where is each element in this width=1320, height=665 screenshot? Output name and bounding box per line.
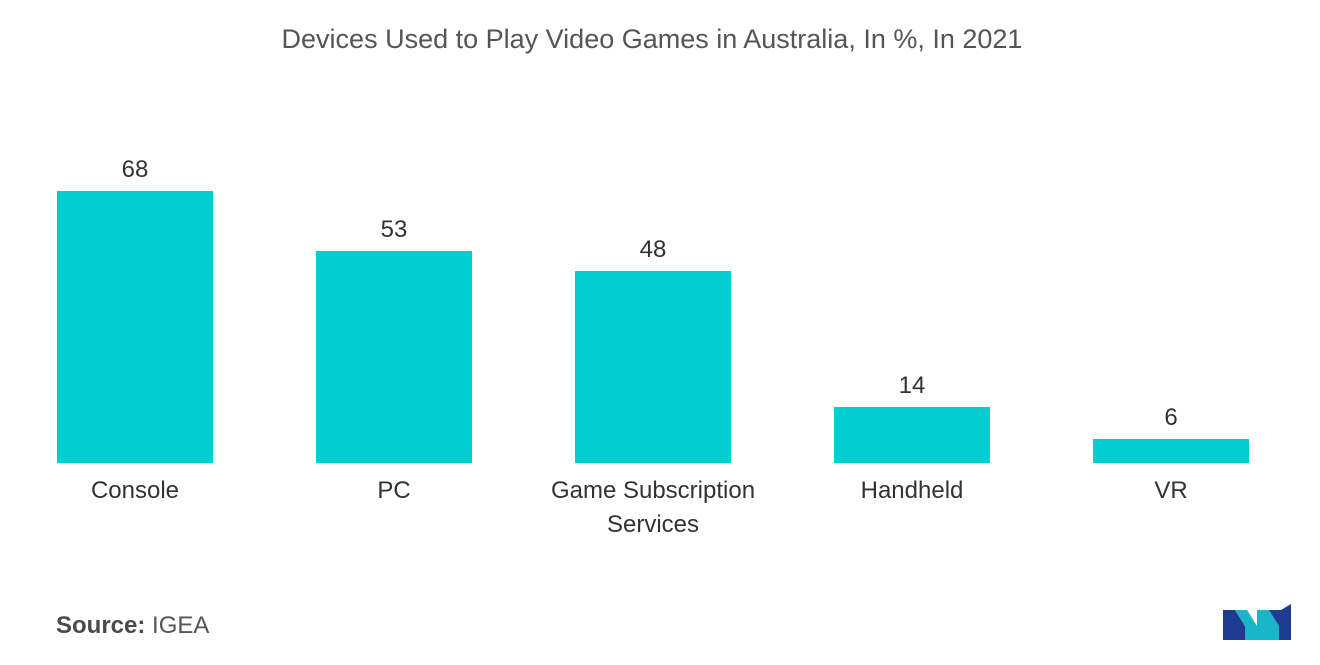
- x-tick-label: Handheld: [861, 477, 964, 504]
- source-note: Source: IGEA: [56, 612, 209, 640]
- bar-chart: 68 Console 53 PC 48 Game Subscription Services…: [57, 156, 1249, 538]
- data-label: 68: [122, 156, 149, 183]
- bar-game-subscription-services: [575, 271, 731, 463]
- data-label: 14: [899, 372, 926, 399]
- bar-console: [57, 191, 213, 463]
- x-tick-label: Console: [91, 477, 179, 504]
- bar-pc: [316, 251, 472, 463]
- x-tick-label: Services: [607, 511, 699, 538]
- x-tick-label: VR: [1154, 477, 1187, 504]
- data-label: 6: [1164, 404, 1177, 431]
- source-value: IGEA: [152, 612, 210, 639]
- bar-handheld: [834, 407, 990, 463]
- brand-logo-icon: [1223, 604, 1291, 640]
- source-label: Source:: [56, 612, 146, 639]
- chart-title: Devices Used to Play Video Games in Aust…: [281, 24, 1023, 54]
- x-tick-label: PC: [377, 477, 410, 504]
- bar-vr: [1093, 439, 1249, 463]
- x-tick-label: Game Subscription: [551, 477, 755, 504]
- data-label: 53: [381, 216, 408, 243]
- data-label: 48: [640, 236, 667, 263]
